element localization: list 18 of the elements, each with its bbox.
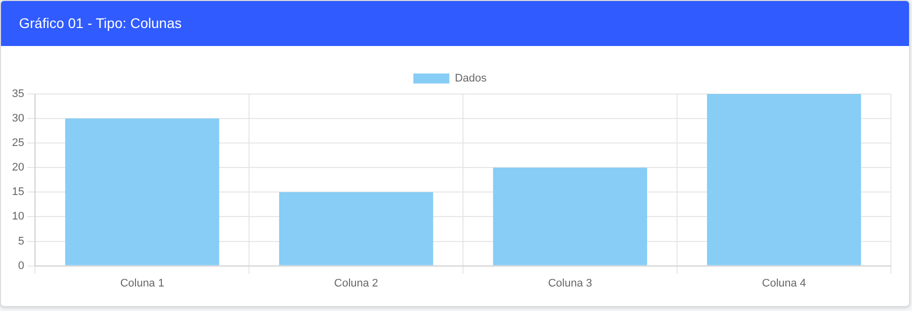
x-tick-label: Coluna 3	[548, 277, 592, 290]
y-tick-label: 25	[12, 137, 24, 150]
bar	[493, 168, 648, 266]
bar	[707, 94, 862, 266]
bar	[279, 192, 434, 266]
legend-label: Dados	[454, 72, 488, 85]
y-tick-label: 20	[12, 162, 24, 174]
y-tick-label: 10	[12, 210, 24, 223]
y-tick-label: 35	[12, 88, 24, 100]
x-tick-label: Coluna 2	[334, 277, 378, 290]
y-tick-label: 5	[18, 235, 24, 248]
y-tick-label: 30	[12, 112, 24, 125]
bar	[65, 118, 220, 266]
x-tick-label: Coluna 4	[762, 277, 806, 290]
y-tick-label: 0	[18, 260, 24, 272]
x-tick-label: Coluna 1	[120, 277, 164, 290]
y-tick-label: 15	[12, 186, 24, 198]
chart-title: Gráfico 01 - Tipo: Colunas	[1, 1, 909, 46]
